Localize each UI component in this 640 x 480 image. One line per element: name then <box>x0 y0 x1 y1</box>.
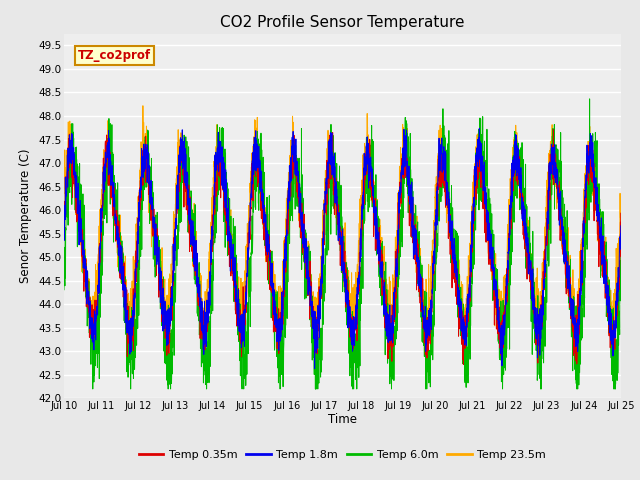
Legend: Temp 0.35m, Temp 1.8m, Temp 6.0m, Temp 23.5m: Temp 0.35m, Temp 1.8m, Temp 6.0m, Temp 2… <box>134 446 550 465</box>
Title: CO2 Profile Sensor Temperature: CO2 Profile Sensor Temperature <box>220 15 465 30</box>
Y-axis label: Senor Temperature (C): Senor Temperature (C) <box>19 149 33 283</box>
X-axis label: Time: Time <box>328 413 357 426</box>
Text: TZ_co2prof: TZ_co2prof <box>78 49 151 62</box>
